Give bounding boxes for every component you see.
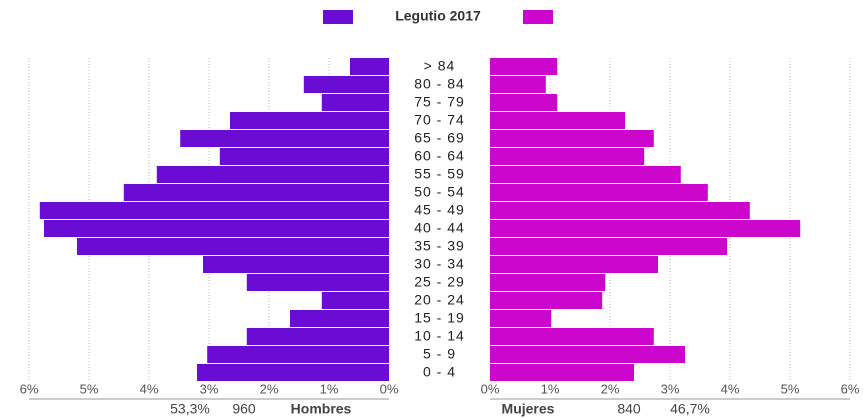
category-label: 20 - 24	[414, 292, 465, 308]
x-tick-label: 6%	[841, 381, 860, 396]
bar	[490, 202, 750, 219]
category-label: 45 - 49	[414, 202, 465, 218]
series-name: Hombres	[291, 401, 352, 417]
category-label: 50 - 54	[414, 184, 465, 200]
legend-label: Legutio 2017	[395, 8, 481, 24]
bar	[321, 94, 389, 111]
category-label: 25 - 29	[414, 274, 465, 290]
x-tick-label: 2%	[260, 381, 279, 396]
bar	[490, 112, 625, 129]
x-tick-label: 5%	[781, 381, 800, 396]
bar	[490, 58, 558, 75]
x-tick-label: 1%	[320, 381, 339, 396]
bar	[490, 238, 727, 255]
category-label: 35 - 39	[414, 238, 465, 254]
bar	[490, 310, 552, 327]
bar	[490, 292, 603, 309]
x-tick-label: 5%	[80, 381, 99, 396]
x-tick-label: 4%	[140, 381, 159, 396]
category-label: 0 - 4	[423, 364, 456, 380]
share-label: 46,7%	[670, 401, 710, 417]
total-label: 960	[232, 401, 256, 417]
share-label: 53,3%	[170, 401, 210, 417]
series-name: Mujeres	[502, 401, 555, 417]
bar	[490, 364, 634, 381]
bar	[321, 292, 389, 309]
x-tick-label: 0%	[481, 381, 500, 396]
bar	[490, 346, 685, 363]
bar	[350, 58, 389, 75]
bar	[44, 220, 389, 237]
category-label: 65 - 69	[414, 130, 465, 146]
bar	[207, 346, 389, 363]
bar	[290, 310, 389, 327]
bar	[490, 148, 645, 165]
bar	[77, 238, 389, 255]
category-label: 40 - 44	[414, 220, 465, 236]
x-tick-label: 2%	[601, 381, 620, 396]
bar	[490, 130, 654, 147]
bar	[490, 76, 546, 93]
bar	[490, 328, 654, 345]
category-label: 80 - 84	[414, 76, 465, 92]
category-label: 5 - 9	[423, 346, 456, 362]
x-tick-label: 3%	[661, 381, 680, 396]
bar	[180, 130, 389, 147]
bar	[490, 94, 558, 111]
x-tick-label: 0%	[380, 381, 399, 396]
category-label: 70 - 74	[414, 112, 465, 128]
category-label: 30 - 34	[414, 256, 465, 272]
bar	[246, 274, 389, 291]
x-tick-label: 6%	[20, 381, 39, 396]
category-label: 60 - 64	[414, 148, 465, 164]
bar	[490, 166, 681, 183]
bar	[197, 364, 389, 381]
bar	[156, 166, 389, 183]
category-label: 75 - 79	[414, 94, 465, 110]
legend-swatch-right	[523, 10, 553, 24]
legend-swatch-left	[323, 10, 353, 24]
bar	[490, 184, 708, 201]
total-label: 840	[617, 401, 641, 417]
bar	[490, 220, 801, 237]
category-label: > 84	[424, 58, 456, 74]
bar	[246, 328, 389, 345]
bar	[123, 184, 390, 201]
bar	[219, 148, 389, 165]
x-tick-label: 1%	[541, 381, 560, 396]
category-label: 10 - 14	[414, 328, 465, 344]
x-tick-label: 3%	[200, 381, 219, 396]
bar	[490, 256, 658, 273]
category-label: 15 - 19	[414, 310, 465, 326]
x-tick-label: 4%	[721, 381, 740, 396]
category-label: 55 - 59	[414, 166, 465, 182]
bar	[203, 256, 389, 273]
bar	[230, 112, 389, 129]
bar	[490, 274, 606, 291]
bar	[303, 76, 389, 93]
bar	[39, 202, 390, 219]
